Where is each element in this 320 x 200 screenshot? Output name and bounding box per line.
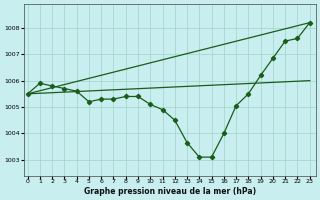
X-axis label: Graphe pression niveau de la mer (hPa): Graphe pression niveau de la mer (hPa): [84, 187, 256, 196]
